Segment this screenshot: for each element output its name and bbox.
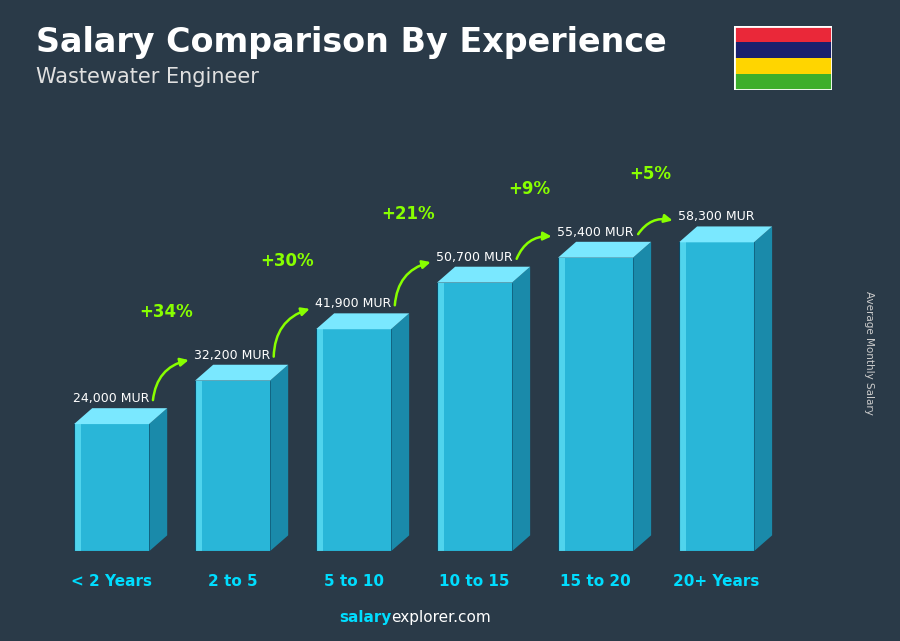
Text: 5 to 10: 5 to 10 <box>323 574 383 588</box>
Text: 20+ Years: 20+ Years <box>673 574 760 588</box>
Polygon shape <box>437 283 444 551</box>
Polygon shape <box>558 242 651 258</box>
Bar <box>734 58 833 74</box>
Polygon shape <box>195 381 202 551</box>
Polygon shape <box>679 242 754 551</box>
Polygon shape <box>679 242 686 551</box>
Polygon shape <box>74 424 149 551</box>
Text: 41,900 MUR: 41,900 MUR <box>315 297 392 310</box>
Text: +30%: +30% <box>260 252 314 270</box>
Text: Salary Comparison By Experience: Salary Comparison By Experience <box>36 26 667 58</box>
Text: < 2 Years: < 2 Years <box>71 574 152 588</box>
Polygon shape <box>74 424 81 551</box>
Text: 50,700 MUR: 50,700 MUR <box>436 251 513 263</box>
Polygon shape <box>512 267 530 551</box>
Text: 32,200 MUR: 32,200 MUR <box>194 349 271 362</box>
Polygon shape <box>316 329 391 551</box>
Polygon shape <box>74 408 167 424</box>
Polygon shape <box>633 242 651 551</box>
Polygon shape <box>270 365 288 551</box>
Text: 24,000 MUR: 24,000 MUR <box>74 392 149 405</box>
Text: 10 to 15: 10 to 15 <box>439 574 509 588</box>
Polygon shape <box>558 258 633 551</box>
Text: Wastewater Engineer: Wastewater Engineer <box>36 67 259 87</box>
Bar <box>734 26 833 42</box>
Polygon shape <box>195 381 270 551</box>
Polygon shape <box>195 365 288 381</box>
Text: +21%: +21% <box>381 205 435 223</box>
Bar <box>734 42 833 58</box>
Polygon shape <box>679 226 772 242</box>
Text: +9%: +9% <box>508 181 550 199</box>
Polygon shape <box>437 283 512 551</box>
Text: salary: salary <box>339 610 392 625</box>
Text: 58,300 MUR: 58,300 MUR <box>679 210 755 223</box>
Bar <box>734 74 833 90</box>
Polygon shape <box>149 408 167 551</box>
Text: 55,400 MUR: 55,400 MUR <box>557 226 634 238</box>
Text: Average Monthly Salary: Average Monthly Salary <box>863 290 874 415</box>
Text: explorer.com: explorer.com <box>392 610 491 625</box>
Text: +34%: +34% <box>140 303 193 321</box>
Polygon shape <box>316 329 323 551</box>
Polygon shape <box>316 313 410 329</box>
Text: +5%: +5% <box>629 165 670 183</box>
Polygon shape <box>558 258 564 551</box>
Text: 2 to 5: 2 to 5 <box>208 574 257 588</box>
Polygon shape <box>437 267 530 283</box>
Polygon shape <box>391 313 410 551</box>
Text: 15 to 20: 15 to 20 <box>560 574 631 588</box>
Polygon shape <box>754 226 772 551</box>
